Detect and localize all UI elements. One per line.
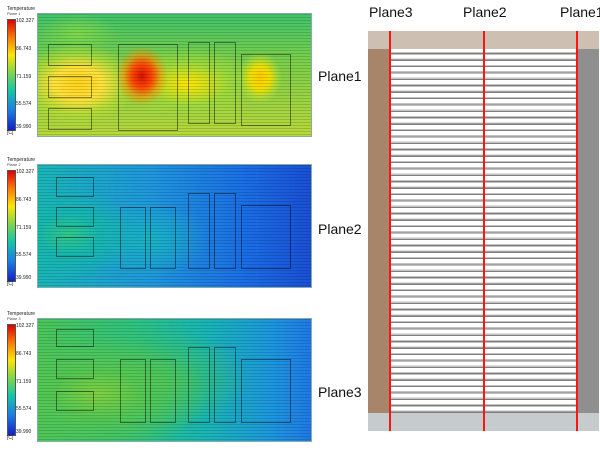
colorbar-tick: 102.327	[16, 169, 35, 175]
colorbar-tick: 71.159	[16, 379, 32, 385]
contour-panel-plane2: Temperature Plane 2 102.327 86.743 71.15…	[3, 157, 312, 288]
colorbar-tick: 102.327	[16, 323, 35, 329]
right-side-plate	[577, 49, 599, 413]
temperature-contour-plane3	[37, 318, 312, 442]
colorbar-unit: [C]	[7, 130, 14, 136]
temperature-contour-plane2	[37, 164, 312, 288]
colorbar-tick: 71.159	[16, 225, 32, 231]
plane2-line	[483, 31, 485, 431]
legend-title: Temperature	[7, 157, 36, 163]
legend-title: Temperature	[7, 6, 36, 12]
colorbar-unit: [C]	[7, 281, 14, 287]
colorbar-tick: 55.574	[16, 406, 32, 412]
contour-panel-plane3: Temperature Plane 3 102.327 86.743 71.15…	[3, 311, 312, 442]
schematic-label-plane3: Plane3	[369, 4, 413, 20]
colorbar-tick: 39.990	[16, 429, 32, 435]
legend-subtitle: Plane 3	[7, 316, 21, 321]
colorbar-tick: 71.159	[16, 74, 32, 80]
temperature-colorbar	[7, 19, 16, 131]
temperature-contour-plane1	[37, 13, 312, 137]
schematic-label-plane1: Plane1	[560, 4, 600, 20]
plane1-line	[576, 31, 578, 431]
colorbar-tick: 39.990	[16, 124, 32, 130]
contour-panel-plane1: Temperature Plane 1 102.327 86.743 71.15…	[3, 6, 312, 137]
temperature-colorbar	[7, 170, 16, 282]
temperature-colorbar	[7, 324, 16, 436]
colorbar-tick: 86.743	[16, 46, 32, 52]
legend-title: Temperature	[7, 311, 36, 317]
colorbar-tick: 102.327	[16, 18, 35, 24]
colorbar-tick: 55.574	[16, 101, 32, 107]
colorbar-tick: 39.990	[16, 275, 32, 281]
colorbar-tick: 86.743	[16, 351, 32, 357]
left-side-plate	[368, 49, 390, 413]
panel-label-plane3: Plane3	[318, 384, 362, 400]
plane3-line	[389, 31, 391, 431]
legend-subtitle: Plane 1	[7, 11, 21, 16]
colorbar-tick: 86.743	[16, 197, 32, 203]
colorbar-tick: 55.574	[16, 252, 32, 258]
legend-subtitle: Plane 2	[7, 162, 21, 167]
panel-label-plane1: Plane1	[318, 68, 362, 84]
panel-label-plane2: Plane2	[318, 221, 362, 237]
schematic-label-plane2: Plane2	[463, 4, 507, 20]
colorbar-unit: [C]	[7, 435, 14, 441]
